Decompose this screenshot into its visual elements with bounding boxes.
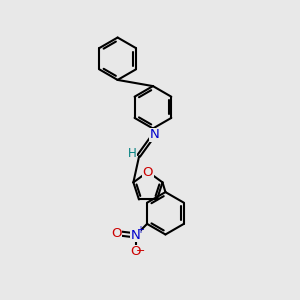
Text: O: O	[143, 166, 153, 179]
Text: +: +	[136, 225, 144, 235]
Text: O: O	[130, 245, 141, 258]
Text: −: −	[136, 246, 146, 256]
Text: N: N	[131, 229, 141, 242]
Text: O: O	[111, 227, 122, 240]
Text: H: H	[128, 147, 136, 160]
Text: N: N	[149, 128, 159, 142]
